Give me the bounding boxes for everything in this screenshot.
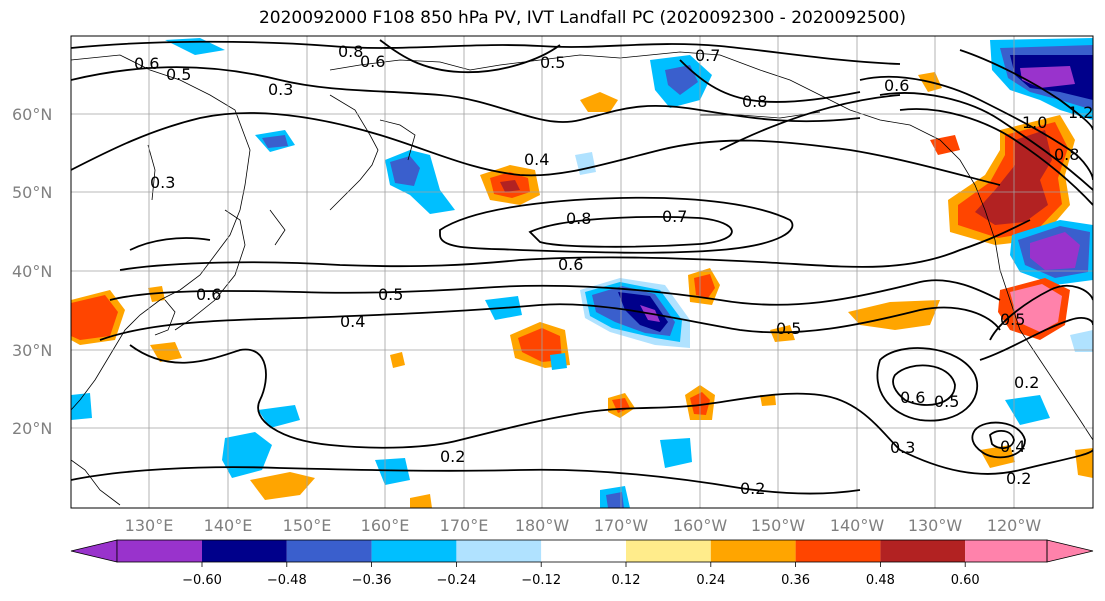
lon-label: 160°W <box>673 516 728 535</box>
contour-label: 0.8 <box>566 209 591 228</box>
colorbar-segment <box>202 540 287 562</box>
colorbar-tick-label: 0.60 <box>951 573 980 588</box>
colorbar-tick-label: −0.60 <box>182 573 222 588</box>
contour-label: 0.5 <box>166 65 191 84</box>
lon-label: 140°W <box>830 516 885 535</box>
colorbar-segment <box>626 540 711 562</box>
lat-label: 40°N <box>12 262 52 281</box>
colorbar-tick-label: −0.48 <box>267 573 307 588</box>
contour-label: 0.6 <box>884 76 909 95</box>
colorbar-segment <box>541 540 626 562</box>
contour-label: 0.2 <box>1014 373 1039 392</box>
colorbar-tick-label: 0.24 <box>696 573 725 588</box>
latitude-labels: 60°N 50°N 40°N 30°N 20°N <box>12 105 52 438</box>
colorbar-segment <box>795 540 881 562</box>
contour-label: 0.7 <box>695 46 720 65</box>
contour-label: 0.5 <box>540 53 565 72</box>
contour-label: 0.6 <box>134 54 159 73</box>
lon-label: 150°W <box>751 516 806 535</box>
ivt-contours <box>71 39 1093 495</box>
contour-label: 0.4 <box>340 312 365 331</box>
contour-label: 0.5 <box>378 285 403 304</box>
lat-label: 50°N <box>12 183 52 202</box>
colorbar-segment <box>286 540 372 562</box>
map-area <box>71 36 1093 508</box>
map-frame <box>70 35 1094 509</box>
lon-label: 170°W <box>594 516 649 535</box>
colorbar-extend-low <box>70 539 118 563</box>
lat-label: 20°N <box>12 419 52 438</box>
contour-label: 0.6 <box>360 52 385 71</box>
lon-label: 160°E <box>361 516 410 535</box>
contour-label: 0.4 <box>524 150 549 169</box>
lon-label: 140°E <box>204 516 253 535</box>
colorbar-tick-label: 0.36 <box>781 573 810 588</box>
colorbar-tick-label: −0.36 <box>352 573 392 588</box>
colorbar-segment <box>965 540 1047 562</box>
contour-label: 0.6 <box>558 255 583 274</box>
colorbar-segment <box>456 540 542 562</box>
contour-label: 0.8 <box>1054 145 1079 164</box>
lon-label: 150°E <box>283 516 332 535</box>
contour-label: 0.3 <box>890 438 915 457</box>
colorbar-segment <box>710 540 796 562</box>
lon-label: 130°E <box>125 516 174 535</box>
coastlines <box>71 51 1093 506</box>
contour-label: 0.3 <box>150 173 175 192</box>
colorbar-segment <box>880 540 966 562</box>
contour-label: 0.6 <box>196 285 221 304</box>
colorbar-segment <box>117 540 202 562</box>
contour-label: 0.7 <box>662 207 687 226</box>
contour-label: 0.5 <box>776 319 801 338</box>
contour-label: 1.0 <box>1022 113 1047 132</box>
longitude-labels: 130°E 140°E 150°E 160°E 170°E 180°W 170°… <box>125 516 1042 535</box>
lon-label: 130°W <box>908 516 963 535</box>
contour-label: 0.4 <box>1000 437 1025 456</box>
lat-label: 60°N <box>12 105 52 124</box>
contour-label: 0.5 <box>1000 310 1025 329</box>
contour-label: 0.6 <box>900 388 925 407</box>
colorbar-segment <box>371 540 457 562</box>
colorbar: −0.60 −0.48 −0.36 −0.24 −0.12 0.12 0.24 0.36 0.4… <box>70 539 1094 588</box>
colorbar-tick-label: 0.48 <box>866 573 895 588</box>
lon-label: 170°E <box>440 516 489 535</box>
contour-label: 0.2 <box>740 479 765 498</box>
contour-labels: 0.6 0.5 0.8 0.6 0.5 0.7 0.8 0.3 0.3 0.4 … <box>134 42 1093 498</box>
map-title: 2020092000 F108 850 hPa PV, IVT Landfall… <box>258 8 906 28</box>
lon-label: 180°W <box>515 516 570 535</box>
contour-label: 0.2 <box>440 447 465 466</box>
colorbar-extend-high <box>1046 539 1094 563</box>
contour-label: 0.8 <box>338 42 363 61</box>
lat-label: 30°N <box>12 341 52 360</box>
contour-label: 0.2 <box>1006 469 1031 488</box>
colorbar-frame <box>116 539 1048 563</box>
colorbar-tick-label: 0.12 <box>612 573 641 588</box>
contour-label: 1.2 <box>1068 103 1093 122</box>
contour-label: 0.5 <box>934 392 959 411</box>
lon-label: 120°W <box>987 516 1042 535</box>
colorbar-tick-label: −0.24 <box>436 573 476 588</box>
colorbar-tick-label: −0.12 <box>521 573 561 588</box>
contour-label: 0.8 <box>742 92 767 111</box>
contour-label: 0.3 <box>268 80 293 99</box>
